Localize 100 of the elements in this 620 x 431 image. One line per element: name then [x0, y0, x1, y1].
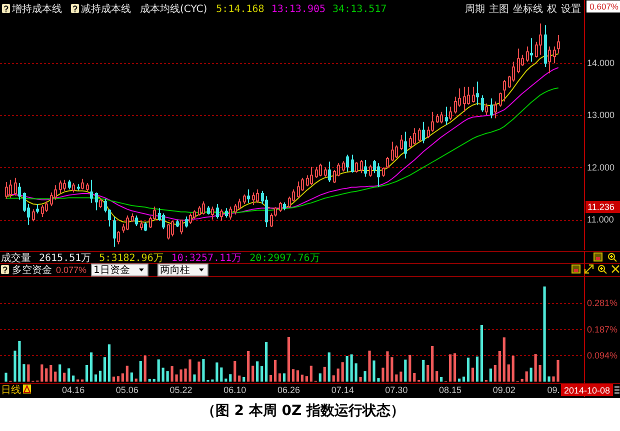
- bar: [103, 357, 106, 382]
- x-tick-label: 09.: [547, 385, 560, 395]
- bar: [264, 342, 268, 382]
- bar: [220, 367, 223, 382]
- bar: [323, 366, 326, 382]
- candlestick: [315, 166, 318, 178]
- bar: [292, 369, 295, 382]
- bar: [287, 337, 290, 382]
- candlestick: [539, 23, 542, 56]
- candlestick: [400, 134, 403, 151]
- candlestick: [499, 92, 502, 108]
- y-tick-label: 14.000: [587, 58, 615, 68]
- bar: [274, 360, 277, 382]
- bar: [476, 356, 479, 382]
- candlestick: [247, 188, 250, 204]
- bar: [112, 376, 116, 382]
- bar: [436, 371, 438, 382]
- candlestick: [131, 212, 134, 222]
- bar: [448, 354, 452, 382]
- bar: [63, 372, 66, 382]
- bar: [282, 373, 286, 382]
- bar: [108, 344, 111, 382]
- chart-title: 多空资金: [12, 264, 52, 276]
- bar: [346, 356, 348, 382]
- annotation: 权: [546, 3, 557, 15]
- x-tick-label: 07.14: [331, 385, 354, 395]
- candlestick: [413, 128, 416, 145]
- candlestick: [422, 121, 425, 144]
- candlestick: [229, 206, 232, 220]
- bar: [198, 362, 200, 382]
- bar: [462, 376, 466, 382]
- x-tick-label: 09.02: [492, 385, 516, 395]
- bar: [498, 350, 501, 382]
- legend-title: 成本均线(CYC): [140, 3, 208, 15]
- candlestick: [189, 212, 192, 224]
- text: 两向柱: [160, 264, 190, 276]
- bar: [426, 364, 430, 382]
- bar: [27, 364, 30, 382]
- candlestick: [225, 208, 228, 218]
- candlestick: [86, 182, 89, 192]
- candlestick: [386, 156, 389, 169]
- candlestick: [449, 106, 452, 121]
- x-tick-label: 04.16: [62, 385, 85, 395]
- bar: [85, 364, 88, 382]
- bar: [368, 350, 371, 382]
- candlestick: [544, 24, 547, 68]
- candlestick: [436, 114, 439, 124]
- x-tick-label: 07.30: [385, 385, 408, 395]
- bar: [54, 372, 57, 382]
- bar: [256, 361, 259, 382]
- candlestick: [216, 203, 219, 220]
- candlestick: [297, 180, 300, 198]
- candlestick: [41, 204, 44, 218]
- bar: [193, 374, 196, 382]
- bar: [364, 371, 366, 382]
- candlestick: [198, 206, 201, 216]
- candlestick: [9, 179, 12, 198]
- bar: [494, 364, 496, 382]
- candlestick: [95, 192, 98, 211]
- candlestick: [324, 166, 327, 178]
- candlestick: [32, 208, 35, 222]
- bar: [489, 368, 492, 382]
- text: 1日资金: [94, 264, 130, 276]
- annotation: 增持成本线: [11, 3, 62, 15]
- text: 11.236: [588, 202, 614, 212]
- candlestick: [211, 206, 214, 220]
- bar: [157, 359, 160, 382]
- candlestick: [395, 144, 398, 158]
- y-tick-label: 11.000: [587, 214, 614, 225]
- bar: [58, 364, 62, 382]
- bar: [130, 372, 133, 382]
- candlestick: [476, 81, 479, 106]
- y-tick-label: 0.281%: [587, 298, 618, 308]
- text: 2615.51万: [39, 253, 92, 264]
- candlestick: [557, 34, 560, 54]
- text: 成交量: [1, 252, 31, 264]
- candlestick: [481, 94, 484, 112]
- candlestick: [5, 182, 8, 200]
- candlestick: [279, 201, 282, 212]
- candlestick: [342, 160, 345, 172]
- candlestick: [243, 194, 246, 204]
- bar: [94, 374, 98, 382]
- bar: [4, 372, 8, 382]
- bar: [354, 363, 358, 382]
- bar: [350, 354, 353, 382]
- text: 5:14.168: [216, 4, 264, 15]
- bar: [260, 366, 264, 382]
- candlestick: [77, 184, 80, 191]
- bar: [471, 368, 474, 382]
- candlestick: [391, 141, 394, 162]
- bar: [332, 375, 335, 382]
- annotation: 主图: [489, 3, 509, 15]
- bar: [305, 376, 308, 382]
- bar: [336, 368, 340, 382]
- candlestick: [503, 80, 506, 102]
- bar: [166, 371, 169, 382]
- x-tick-label: 06.26: [277, 385, 300, 395]
- bar: [278, 373, 282, 382]
- bar: [466, 358, 470, 382]
- candlestick: [283, 202, 286, 211]
